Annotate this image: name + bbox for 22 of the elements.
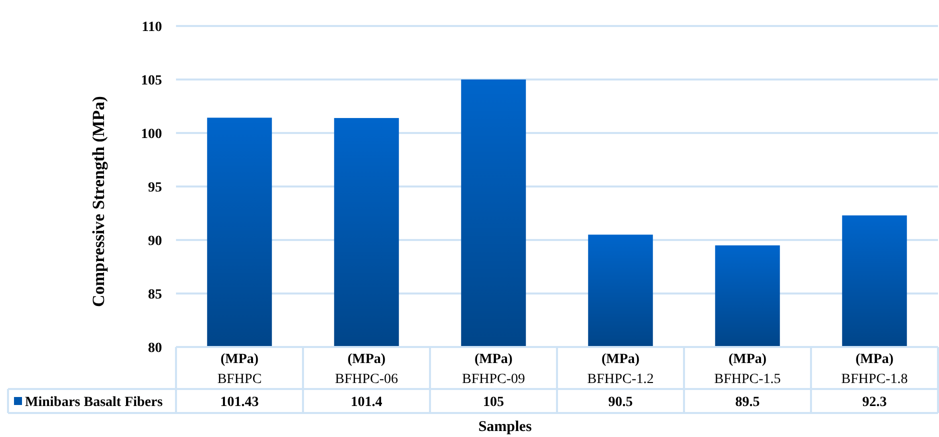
legend-label: Minibars Basalt Fibers (25, 394, 164, 410)
x-tick-label: (MPa) BFHPC-1.5 (714, 352, 781, 387)
y-tick-label: 110 (142, 20, 162, 35)
data-label: 89.5 (735, 394, 760, 410)
y-tick-label: 80 (148, 340, 162, 356)
y-tick-label: 85 (148, 287, 162, 302)
x-axis-title: Samples (478, 419, 532, 435)
x-tick-label: (MPa) BFHPC-06 (334, 352, 398, 387)
x-tick-label: (MPa) BFHPC-1.8 (841, 352, 908, 387)
x-tick-label: (MPa) BFHPC (217, 352, 262, 387)
y-tick-label: 105 (141, 73, 162, 88)
x-tick-label: (MPa) BFHPC-1.2 (587, 352, 654, 387)
data-label: 101.4 (350, 394, 382, 410)
data-label: 92.3 (862, 394, 887, 410)
y-tick-label: 95 (148, 180, 162, 196)
x-tick-label: (MPa) BFHPC-09 (462, 352, 526, 387)
data-label: 90.5 (608, 394, 633, 410)
y-axis-title: Compressive Strength (MPa) (89, 96, 108, 307)
data-label: 101.43 (220, 394, 259, 410)
y-tick-label: 100 (141, 126, 162, 142)
data-label: 105 (483, 394, 504, 410)
y-tick-label: 90 (148, 234, 162, 249)
